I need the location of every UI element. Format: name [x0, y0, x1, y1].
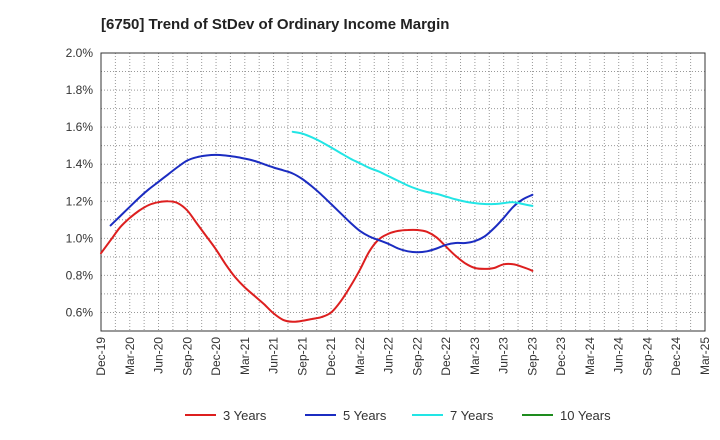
x-tick-label: Sep-22	[410, 337, 424, 376]
x-tick-label: Jun-20	[152, 337, 166, 374]
y-tick-label: 1.2%	[66, 194, 94, 208]
x-tick-label: Jun-22	[382, 337, 396, 374]
x-axis-ticks: Dec-19 Mar-20 Jun-20 Sep-20 Dec-20 Mar-21 Jun-…	[94, 337, 712, 376]
legend-label: 10 Years	[560, 408, 611, 423]
legend: 3 Years 5 Years 7 Years 10 Years	[185, 408, 611, 423]
x-tick-label: Sep-23	[525, 337, 539, 376]
y-tick-label: 2.0%	[66, 46, 94, 60]
x-tick-label: Dec-22	[439, 337, 453, 376]
x-tick-label: Jun-24	[612, 337, 626, 374]
y-tick-label: 1.0%	[66, 231, 94, 245]
x-tick-label: Mar-24	[583, 337, 597, 375]
y-tick-label: 0.6%	[66, 305, 94, 319]
x-tick-label: Mar-23	[468, 337, 482, 375]
x-tick-label: Mar-22	[353, 337, 367, 375]
x-tick-label: Sep-24	[640, 337, 654, 376]
y-tick-label: 1.8%	[66, 83, 94, 97]
y-tick-label: 1.6%	[66, 120, 94, 134]
legend-label: 7 Years	[450, 408, 494, 423]
x-tick-label: Jun-23	[497, 337, 511, 374]
x-tick-label: Jun-21	[267, 337, 281, 374]
legend-label: 5 Years	[343, 408, 387, 423]
y-tick-label: 1.4%	[66, 157, 94, 171]
x-tick-label: Dec-21	[324, 337, 338, 376]
series-line-5-years	[109, 153, 534, 254]
legend-label: 3 Years	[223, 408, 267, 423]
x-tick-label: Dec-20	[209, 337, 223, 376]
y-tick-label: 0.8%	[66, 268, 94, 282]
series-lines	[100, 130, 534, 323]
plot-area	[100, 52, 706, 332]
series-line-3-years	[100, 200, 534, 323]
y-axis-ticks: 0.6% 0.8% 1.0% 1.2% 1.4% 1.6% 1.8% 2.0%	[66, 46, 94, 319]
series-line-7-years	[291, 130, 534, 207]
x-tick-label: Sep-21	[295, 337, 309, 376]
x-tick-label: Sep-20	[180, 337, 194, 376]
x-tick-label: Dec-24	[669, 337, 683, 376]
chart-title: [6750] Trend of StDev of Ordinary Income…	[101, 16, 450, 33]
x-tick-label: Mar-21	[238, 337, 252, 375]
x-tick-label: Dec-23	[554, 337, 568, 376]
x-tick-label: Mar-25	[698, 337, 712, 375]
x-tick-label: Mar-20	[123, 337, 137, 375]
grid-lines	[100, 53, 706, 331]
x-tick-label: Dec-19	[94, 337, 108, 376]
